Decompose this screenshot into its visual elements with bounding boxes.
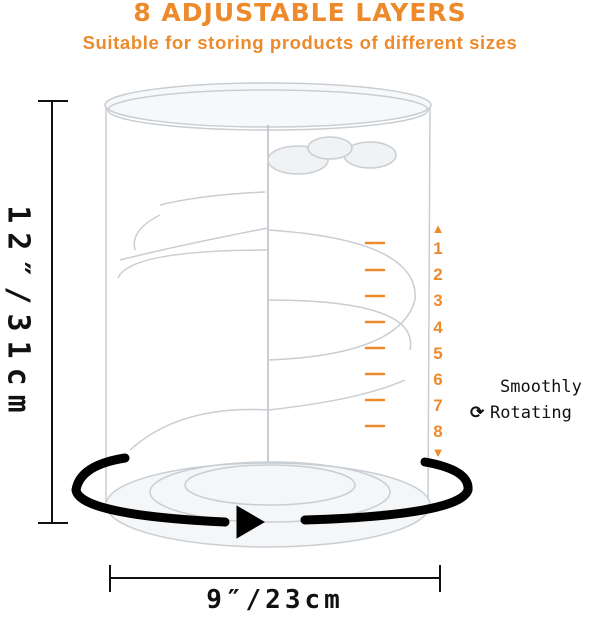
acrylic-organizer bbox=[104, 82, 432, 548]
layer-number: 2 bbox=[433, 265, 443, 285]
rotation-line-2: Rotating bbox=[490, 403, 572, 423]
layer-slot-markers bbox=[364, 241, 386, 428]
rotation-caption: Smoothly ⟳ Rotating bbox=[470, 374, 582, 426]
width-dimension-line bbox=[109, 565, 441, 592]
subheadline: Suitable for storing products of differe… bbox=[82, 32, 518, 53]
rotation-arrow-icon bbox=[71, 453, 473, 539]
layer-numbers: ▲ 1 2 3 4 5 6 7 8 ▼ bbox=[428, 222, 448, 460]
headline: 8 ADJUSTABLE LAYERS bbox=[133, 0, 467, 27]
width-label: 9″/23cm bbox=[206, 585, 344, 615]
rotation-line-1: Smoothly bbox=[500, 377, 582, 397]
triangle-down-icon: ▼ bbox=[431, 444, 445, 460]
height-label: 12″/31cm bbox=[0, 205, 36, 422]
layer-number: 5 bbox=[433, 343, 443, 363]
height-dimension-line bbox=[38, 100, 68, 524]
layer-number: 7 bbox=[433, 396, 443, 416]
rotate-icon: ⟳ bbox=[470, 403, 485, 423]
layer-number: 4 bbox=[433, 317, 443, 337]
layer-number: 1 bbox=[433, 239, 443, 258]
layer-number: 6 bbox=[433, 369, 443, 389]
layer-number: 3 bbox=[433, 291, 443, 311]
layer-number: 8 bbox=[433, 422, 443, 442]
triangle-up-icon: ▲ bbox=[431, 221, 445, 236]
